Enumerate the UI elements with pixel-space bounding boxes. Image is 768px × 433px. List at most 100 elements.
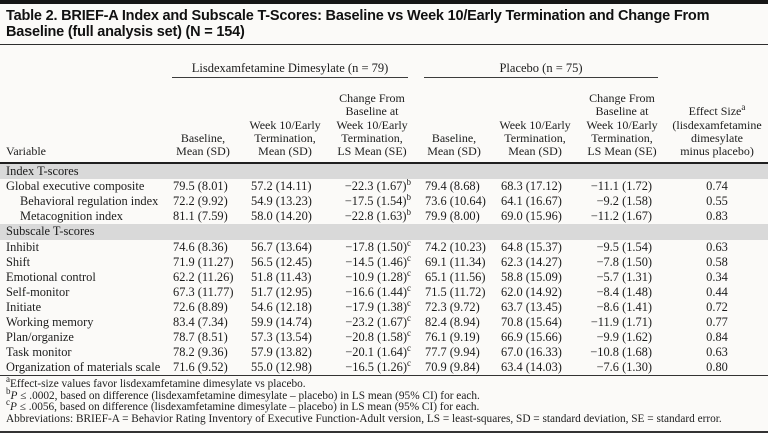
column-header-row: Variable Baseline, Mean (SD) Week 10/Ear… <box>0 90 768 163</box>
group-header-row: Lisdexamfetamine Dimesylate (n = 79) Pla… <box>0 45 768 92</box>
footnote-text: ≤ .0056, based on difference (lisdexamfe… <box>16 401 480 414</box>
pbo-baseline-cell: 72.3 (9.72) <box>425 299 480 314</box>
ldx-change-cell: −17.8 (1.50)c <box>328 240 416 255</box>
col-header-pbo-change: Change From Baseline at Week 10/Early Te… <box>586 90 658 159</box>
ldx-baseline-cell: 67.3 (11.77) <box>173 284 234 299</box>
pbo-change-cell: −11.1 (1.72) <box>590 179 653 194</box>
row-label: Plan/organize <box>6 329 74 344</box>
pbo-baseline-cell: 77.7 (9.94) <box>425 344 480 359</box>
ldx-baseline-cell: 81.1 (7.59) <box>173 209 228 224</box>
pbo-week10-cell: 63.4 (14.03) <box>501 359 562 374</box>
cell-footnote-marker: c <box>407 254 412 263</box>
group-header-placebo: Placebo (n = 75) <box>416 45 666 92</box>
effect-size-cell: 0.63 <box>706 344 728 359</box>
cell-footnote-marker: c <box>407 239 412 248</box>
table-row: Initiate 72.6 (8.89) 54.6 (12.18) −17.9 (1.… <box>0 300 768 315</box>
pbo-change-cell: −7.8 (1.50) <box>596 254 653 269</box>
row-label: Emotional control <box>6 269 96 284</box>
pbo-change-cell: −5.7 (1.31) <box>596 269 653 284</box>
effect-size-cell: 0.72 <box>706 299 728 314</box>
table-row: Emotional control 62.2 (11.26) 51.8 (11.43… <box>0 270 768 285</box>
pbo-baseline-cell: 79.4 (8.68) <box>425 179 480 194</box>
cell-footnote-marker: c <box>407 284 412 293</box>
ldx-change-cell: −22.3 (1.67)b <box>328 179 416 194</box>
section-header-label: Subscale T-scores <box>0 224 768 240</box>
ldx-baseline-cell: 74.6 (8.36) <box>173 239 228 254</box>
ldx-baseline-cell: 62.2 (11.26) <box>173 269 234 284</box>
pbo-baseline-cell: 82.4 (8.94) <box>425 314 480 329</box>
pbo-baseline-cell: 73.6 (10.64) <box>425 194 486 209</box>
effect-size-cell: 0.63 <box>706 239 728 254</box>
cell-footnote-marker: c <box>407 269 412 278</box>
section-header-label: Index T-scores <box>0 162 768 180</box>
ldx-week10-cell: 56.7 (13.64) <box>251 239 312 254</box>
cell-footnote-marker: c <box>407 299 412 308</box>
ldx-week10-cell: 51.8 (11.43) <box>251 269 312 284</box>
footnote-text: ≤ .0002, based on difference (lisdexamfe… <box>17 389 480 402</box>
pbo-baseline-cell: 74.2 (10.23) <box>425 239 486 254</box>
table-row: Metacognition index 81.1 (7.59) 58.0 (14.2… <box>0 209 768 224</box>
ldx-baseline-cell: 72.6 (8.89) <box>173 299 228 314</box>
col-header-ldx-baseline: Baseline, Mean (SD) <box>176 131 230 159</box>
footnote-marker: c <box>6 397 10 408</box>
ldx-baseline-cell: 71.6 (9.52) <box>173 359 228 374</box>
pbo-change-cell: −9.9 (1.62) <box>596 329 653 344</box>
table-row: Shift 71.9 (11.27) 56.5 (12.45) −14.5 (1.46… <box>0 255 768 270</box>
group-header-ldx: Lisdexamfetamine Dimesylate (n = 79) <box>164 45 416 92</box>
pbo-baseline-cell: 65.1 (11.56) <box>425 269 486 284</box>
row-label: Global executive composite <box>6 179 145 194</box>
footnote-lead: P <box>10 389 18 402</box>
group-header-placebo-label: Placebo (n = 75) <box>424 61 659 79</box>
pbo-week10-cell: 63.7 (13.45) <box>501 299 562 314</box>
table-row: Working memory 83.4 (7.34) 59.9 (14.74) −23… <box>0 315 768 330</box>
ldx-week10-cell: 57.2 (14.11) <box>251 179 312 194</box>
footnote-c: cP ≤ .0056, based on difference (lisdexa… <box>6 398 758 414</box>
pbo-week10-cell: 64.1 (16.67) <box>501 194 562 209</box>
footnote-marker: b <box>6 385 11 396</box>
col-header-variable: Variable <box>6 144 46 159</box>
effect-size-cell: 0.80 <box>706 359 728 374</box>
row-label: Task monitor <box>6 344 72 359</box>
ldx-baseline-cell: 71.9 (11.27) <box>173 254 234 269</box>
effect-size-cell: 0.83 <box>706 209 728 224</box>
effect-size-cell: 0.77 <box>706 314 728 329</box>
pbo-baseline-cell: 76.1 (9.19) <box>425 329 480 344</box>
ldx-week10-cell: 57.3 (13.54) <box>251 329 312 344</box>
pbo-change-cell: −8.4 (1.48) <box>596 284 653 299</box>
pbo-week10-cell: 68.3 (17.12) <box>501 179 562 194</box>
row-label: Organization of materials scale <box>6 359 161 374</box>
ldx-week10-cell: 59.9 (14.74) <box>251 314 312 329</box>
table-title: Table 2. BRIEF-A Index and Subscale T-Sc… <box>0 4 768 45</box>
ldx-week10-cell: 54.9 (13.23) <box>251 194 312 209</box>
table-bottom-rule <box>0 430 768 433</box>
table-row: Behavioral regulation index 72.2 (9.92) 54… <box>0 194 768 209</box>
ldx-change-cell: −20.1 (1.64)c <box>328 345 416 360</box>
pbo-change-cell: −10.8 (1.68) <box>590 344 653 359</box>
section-header-row: Subscale T-scores <box>0 224 768 240</box>
ldx-change-cell: −17.9 (1.38)c <box>328 300 416 315</box>
pbo-baseline-cell: 69.1 (11.34) <box>425 254 486 269</box>
pbo-week10-cell: 62.0 (14.92) <box>501 284 562 299</box>
pbo-week10-cell: 64.8 (15.37) <box>501 239 562 254</box>
ldx-week10-cell: 57.9 (13.82) <box>251 344 312 359</box>
table-row: Task monitor 78.2 (9.36) 57.9 (13.82) −20.1… <box>0 345 768 360</box>
footnotes: aEffect-size values favor lisdexamfetami… <box>0 375 768 428</box>
pbo-change-cell: −9.2 (1.58) <box>596 194 653 209</box>
section-header-row: Index T-scores <box>0 162 768 180</box>
group-header-spacer-left <box>0 45 164 92</box>
pbo-week10-cell: 62.3 (14.27) <box>501 254 562 269</box>
cell-footnote-marker: c <box>407 359 412 368</box>
row-label: Metacognition index <box>20 209 123 224</box>
cell-footnote-marker: b <box>406 209 412 218</box>
row-label: Behavioral regulation index <box>20 194 159 209</box>
pbo-change-cell: −9.5 (1.54) <box>596 239 653 254</box>
table-row: Plan/organize 78.7 (8.51) 57.3 (13.54) −20.… <box>0 330 768 345</box>
ldx-change-cell: −17.5 (1.54)b <box>328 194 416 209</box>
row-label: Initiate <box>6 299 42 314</box>
footnote-b: bP ≤ .0002, based on difference (lisdexa… <box>6 386 758 403</box>
cell-footnote-marker: c <box>407 344 412 353</box>
pbo-baseline-cell: 71.5 (11.72) <box>425 284 486 299</box>
ldx-baseline-cell: 78.7 (8.51) <box>173 329 228 344</box>
row-label: Inhibit <box>6 239 40 254</box>
